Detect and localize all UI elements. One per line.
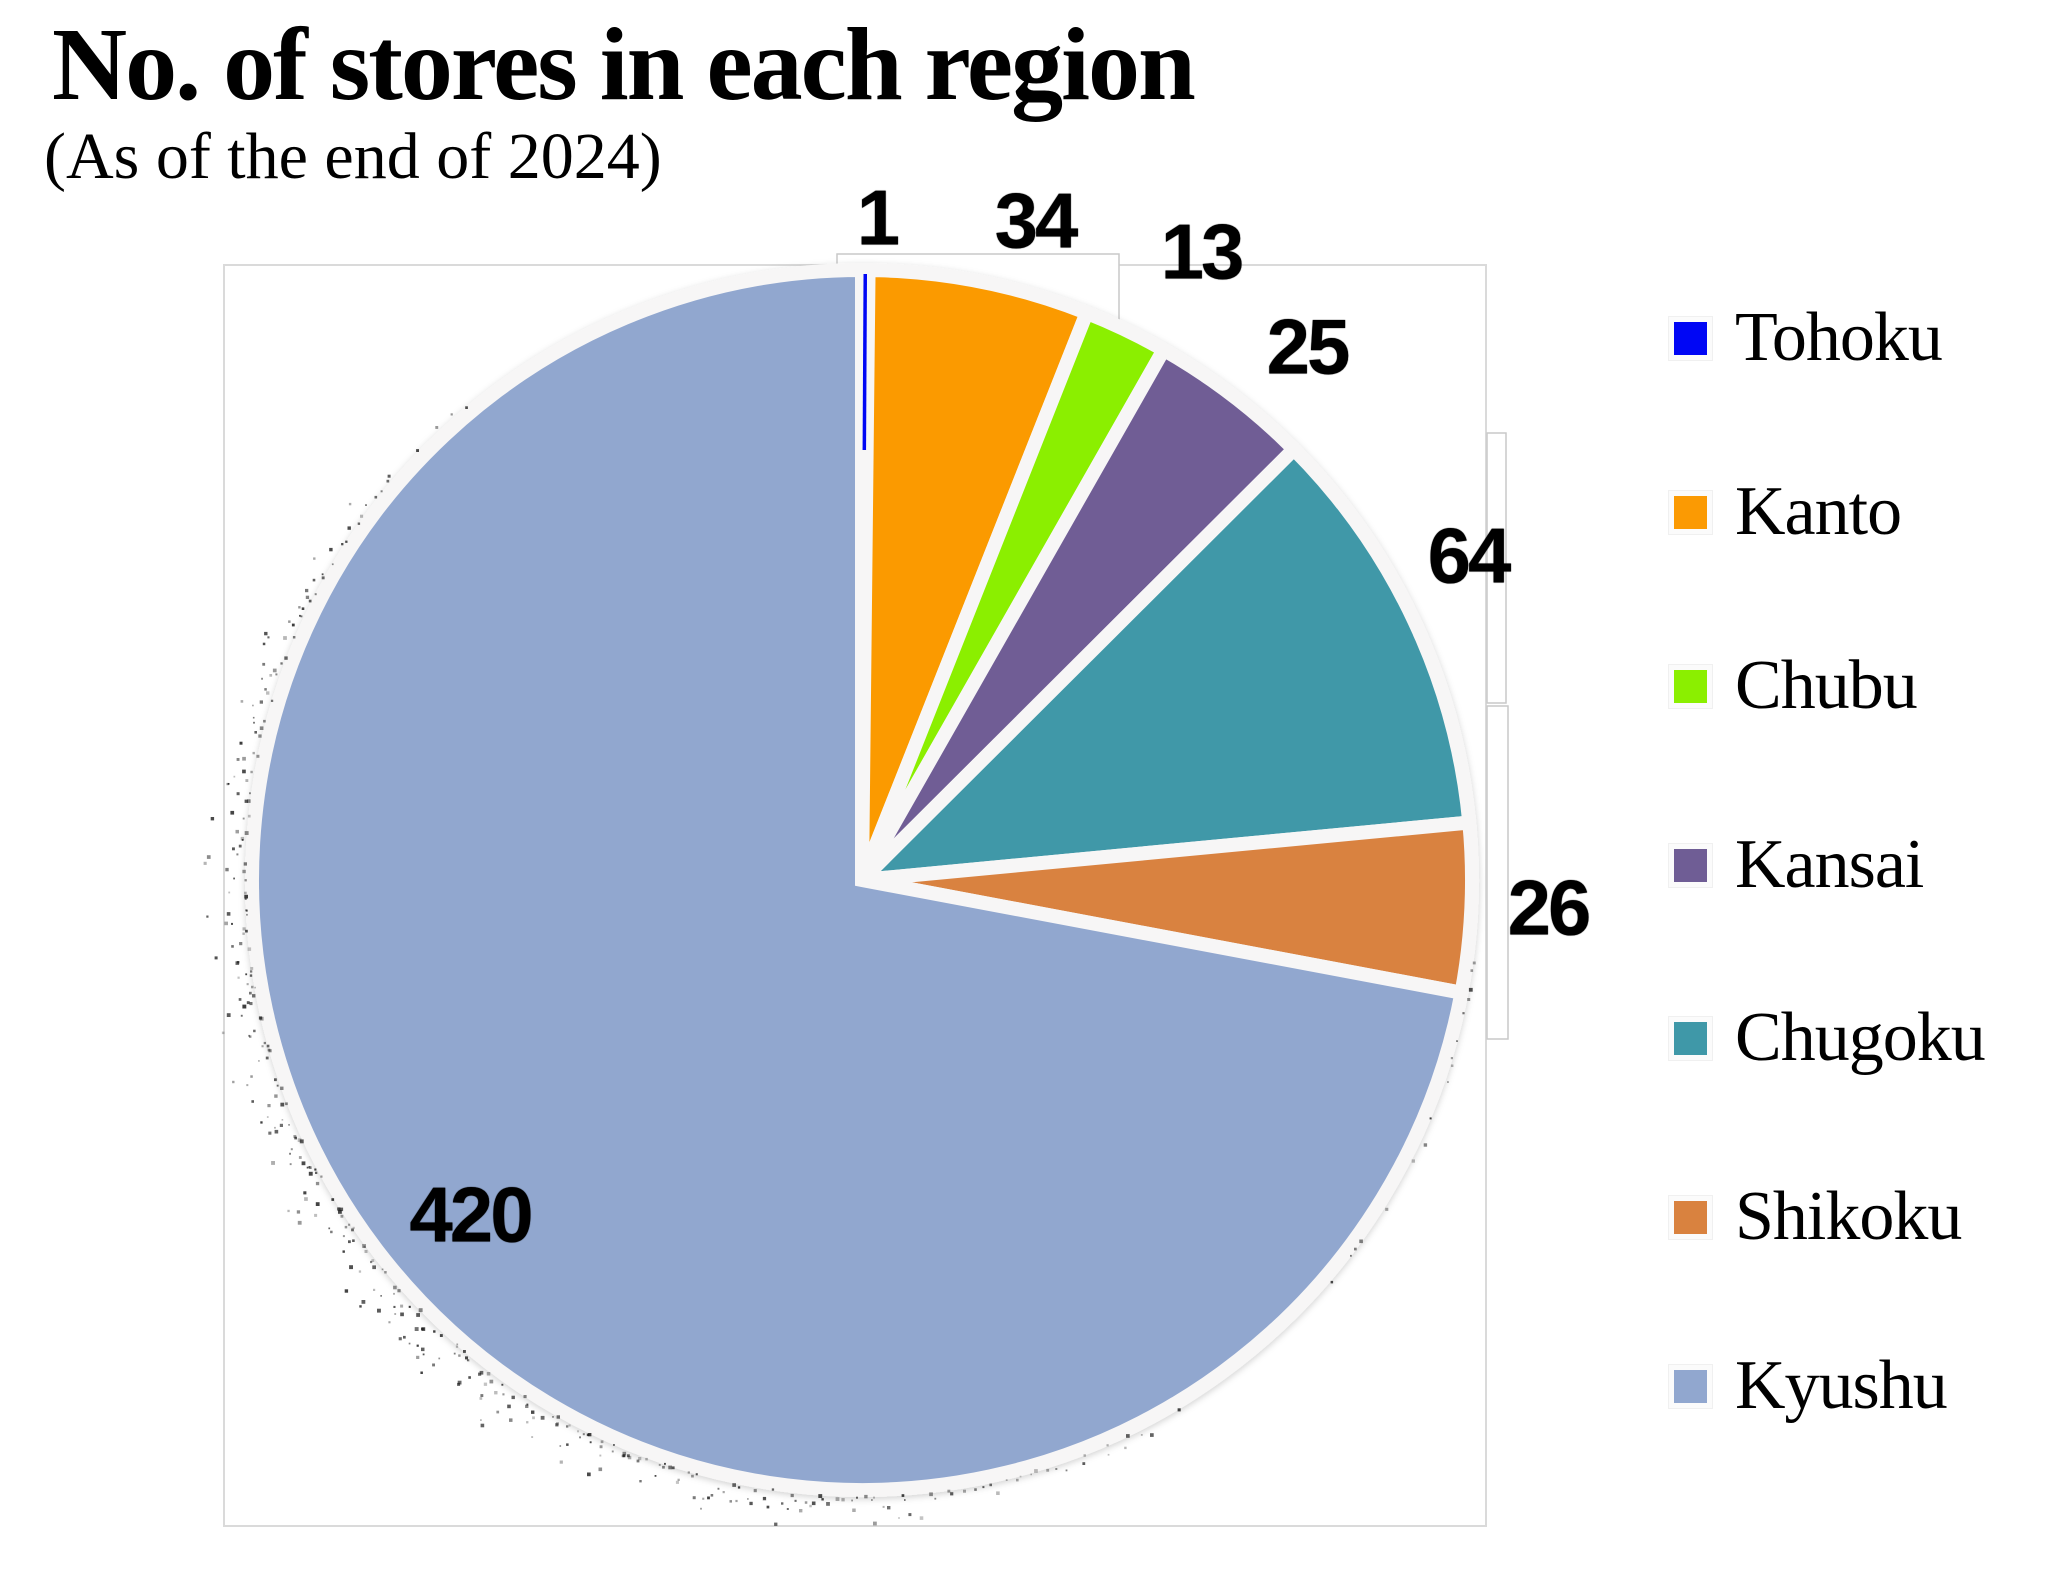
pie-slice-chugoku <box>843 439 1477 889</box>
pie-stippled-shadow <box>203 406 1476 1526</box>
pie-slice-tohoku-sliver <box>862 273 868 451</box>
data-label-chugoku: 64 <box>1427 511 1512 600</box>
label-callout-box-2 <box>1486 705 1509 1040</box>
chart-subtitle: (As of the end of 2024) <box>44 120 662 193</box>
data-label-kansai: 25 <box>1266 302 1351 391</box>
data-label-kyushu: 420 <box>409 1170 533 1259</box>
data-label-tohoku: 1 <box>856 173 900 262</box>
data-label-shikoku: 26 <box>1507 863 1592 952</box>
chart-title: No. of stores in each region <box>52 7 1196 122</box>
data-label-kanto: 34 <box>994 176 1079 265</box>
label-callout-box-1 <box>1486 432 1507 704</box>
data-label-chubu: 13 <box>1160 207 1245 296</box>
pie-slice-kyushu <box>245 262 1470 1497</box>
